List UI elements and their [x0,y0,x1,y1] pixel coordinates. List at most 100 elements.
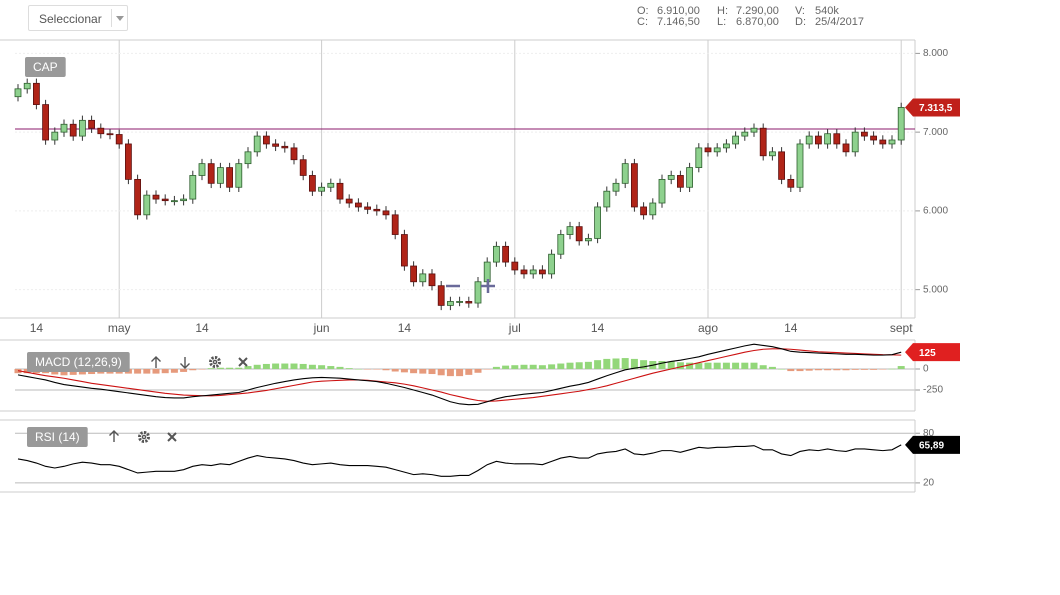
candle-body [345,198,353,204]
y-tick-label: 80 [923,428,935,439]
x-tick-label: ago [698,321,718,335]
candle-body [594,206,601,239]
quote-label: V: [795,5,805,17]
histogram-bar [60,368,68,376]
histogram-bar [226,367,234,369]
candle-body [235,163,243,188]
candle-body [603,190,611,208]
candle-body [897,107,905,141]
histogram-bar [253,364,261,369]
histogram-bar [630,358,638,369]
histogram-bar [198,368,206,370]
histogram-bar [824,368,832,371]
candle-body [97,127,105,135]
candle-body [456,301,464,303]
histogram-bar [216,367,224,369]
last-value-label: 65,89 [919,441,944,452]
candle-body [51,131,59,141]
candle-body [539,269,546,275]
histogram-bar [778,368,786,370]
candle-body [520,269,528,275]
histogram-bar [520,364,528,369]
histogram-bar [474,368,482,373]
histogram-bar [860,368,868,370]
candle-body [759,127,767,157]
candle-body [778,151,785,180]
candle-body [290,147,298,161]
x-tick-label: sept [890,321,913,335]
histogram-bar [345,368,353,369]
candle-body [23,82,31,90]
histogram-bar [308,364,316,369]
select-divider [111,9,112,27]
candle-body [529,269,537,275]
candle-body [667,175,675,180]
candle-body [69,123,77,137]
select-box[interactable]: Seleccionar [28,5,128,31]
candle-body [152,194,160,200]
histogram-bar [768,366,776,369]
histogram-bar [511,365,519,369]
candle-body [391,214,399,235]
candle-body [400,234,408,267]
histogram-bar [419,368,427,374]
candle-body [640,206,647,216]
histogram-bar [833,368,841,371]
select-text: Seleccionar [39,12,102,26]
quote-label: O: [637,5,649,17]
histogram-bar [814,368,822,371]
last-value-tag: 125 [905,343,960,362]
candle-body [851,131,859,153]
quote-value: 6.910,00 [657,5,700,17]
histogram-bar [299,363,307,369]
candle-body [88,119,95,129]
macd-line [17,343,902,406]
zoom-tools[interactable] [446,279,495,293]
histogram-bar [686,362,694,369]
candle-body [281,145,289,149]
y-tick-label: -250 [923,385,943,396]
panel-title-bg [27,427,88,447]
candle-body [879,139,887,145]
histogram-bar [676,362,684,369]
quote-value: 7.146,50 [657,16,700,28]
candle-body [244,151,252,165]
candle-body [382,210,390,216]
candle-body [354,202,362,208]
candle-body [410,265,418,283]
candle-body [134,178,142,216]
x-tick-label: jun [313,321,330,335]
panel-title: RSI (14) [35,430,80,444]
histogram-bar [400,368,408,373]
x-tick-label: jul [508,321,521,335]
histogram-bar [235,367,243,369]
panel-title: CAP [33,60,58,74]
candle-body [741,131,749,137]
y-tick-label: 20 [923,478,935,489]
histogram-bar [180,368,188,372]
candle-body [474,281,482,304]
histogram-bar [244,366,252,369]
candle-body [750,127,758,133]
histogram-bar [870,368,878,370]
candle-body [308,175,316,192]
histogram-bar [695,363,703,369]
quote-label: D: [795,16,806,28]
histogram-bar [428,368,436,375]
candle-body [253,135,261,153]
histogram-bar [152,368,160,374]
candle-body [364,206,372,210]
x-tick-label: may [108,321,131,335]
histogram-bar [759,365,767,369]
histogram-bar [483,368,491,370]
macd-tools[interactable] [151,356,248,369]
rsi-tools[interactable] [109,430,177,443]
candle-body [161,198,169,202]
candle-body [861,131,868,137]
candle-body [566,226,574,235]
histogram-bar [143,368,151,374]
histogram-bar [437,368,445,376]
histogram-bar [382,368,390,371]
